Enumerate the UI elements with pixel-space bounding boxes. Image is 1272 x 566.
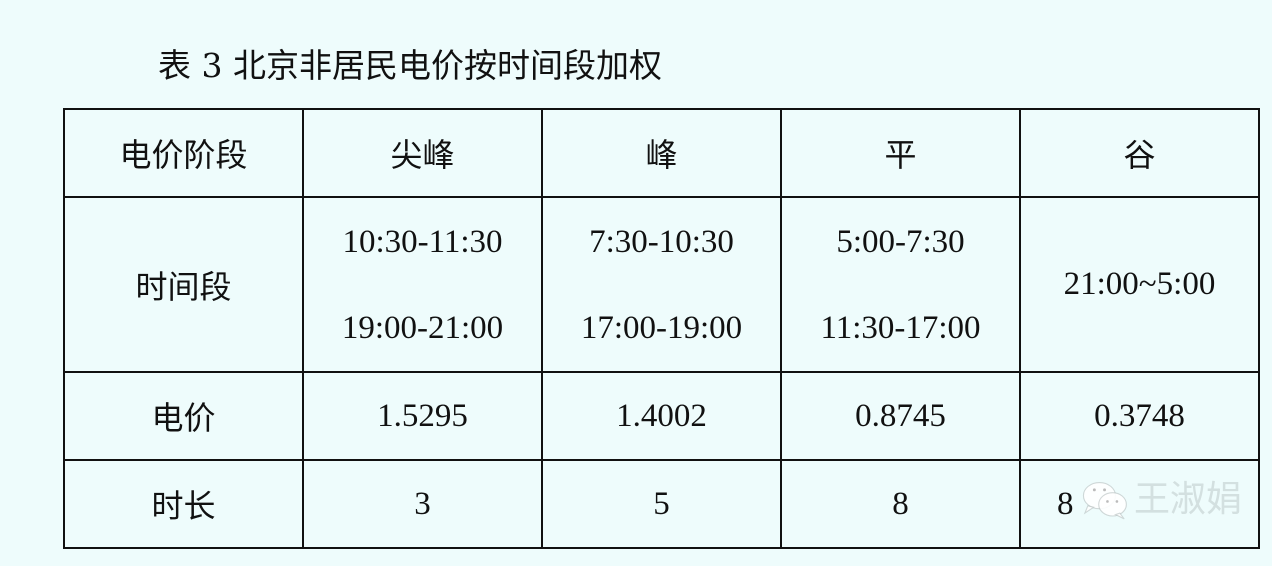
table-cell: 0.3748	[1019, 371, 1260, 461]
electricity-price-table: 电价阶段 尖峰 峰 平 谷 时间段 10:30-11:30 19:00-21:00…	[63, 108, 1260, 549]
period-row: 时间段 10:30-11:30 19:00-21:00 7:30-10:30 17:…	[63, 196, 1260, 373]
table-title: 表 3 北京非居民电价按时间段加权	[158, 46, 662, 85]
price-row: 电价 1.5295 1.4002 0.8745 0.3748	[63, 371, 1260, 461]
header-row: 电价阶段 尖峰 峰 平 谷	[63, 108, 1260, 198]
time-range: 10:30-11:30	[342, 223, 503, 260]
time-range: 7:30-10:30	[589, 223, 734, 260]
time-range: 17:00-19:00	[580, 309, 743, 346]
table-cell: 1.5295	[302, 371, 543, 461]
time-range: 19:00-21:00	[341, 309, 504, 346]
table-cell: 8	[780, 459, 1021, 549]
table-cell: 21:00~5:00	[1019, 196, 1260, 373]
duration-row: 时长 3 5 8 8	[63, 459, 1260, 549]
table-cell: 1.4002	[541, 371, 782, 461]
table-cell: 0.8745	[780, 371, 1021, 461]
time-range: 11:30-17:00	[820, 309, 981, 346]
header-cell: 平	[780, 108, 1021, 198]
table-cell: 8	[1019, 459, 1260, 549]
row-label: 电价	[63, 371, 304, 461]
table-cell: 7:30-10:30 17:00-19:00	[541, 196, 782, 373]
header-cell: 尖峰	[302, 108, 543, 198]
time-range: 5:00-7:30	[836, 223, 965, 260]
header-cell: 峰	[541, 108, 782, 198]
row-label: 时长	[63, 459, 304, 549]
table-cell: 3	[302, 459, 543, 549]
row-label: 时间段	[63, 196, 304, 373]
header-cell: 谷	[1019, 108, 1260, 198]
table-cell: 5	[541, 459, 782, 549]
table-cell: 5:00-7:30 11:30-17:00	[780, 196, 1021, 373]
header-cell: 电价阶段	[63, 108, 304, 198]
table-cell: 10:30-11:30 19:00-21:00	[302, 196, 543, 373]
